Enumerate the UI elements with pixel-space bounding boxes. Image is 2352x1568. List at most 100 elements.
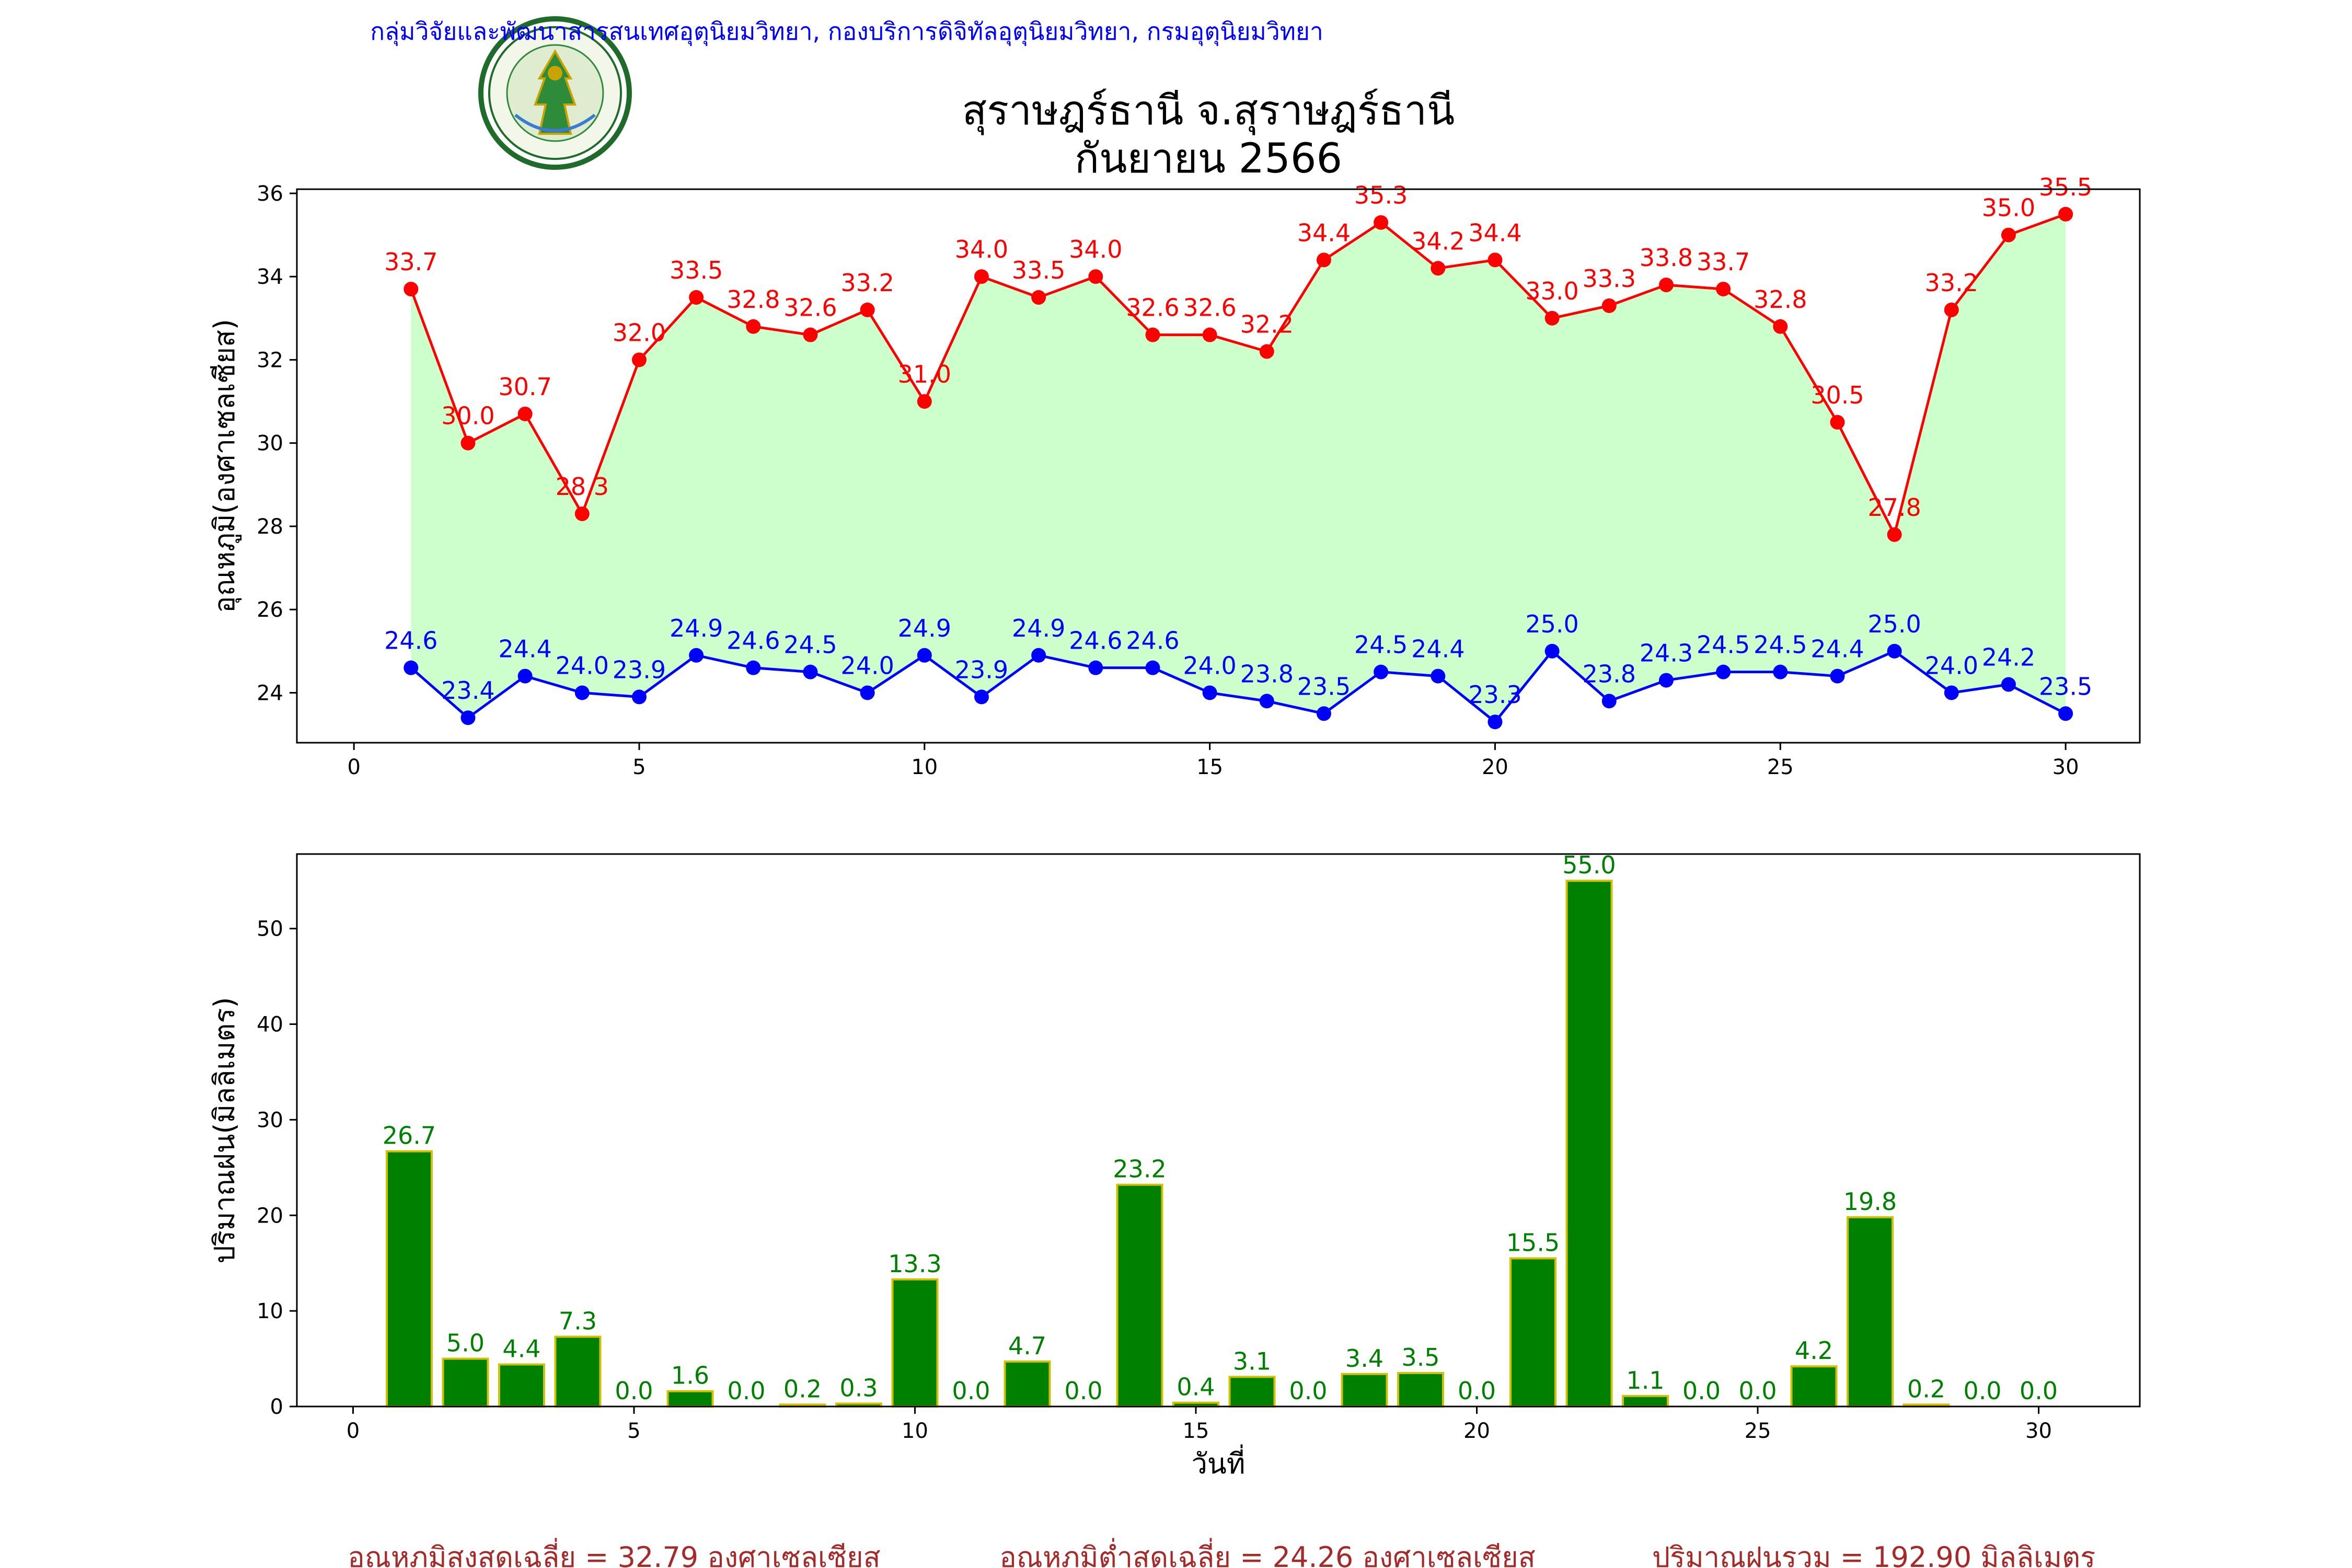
max-temperature-point [1259, 344, 1274, 359]
max-temperature-point [1944, 302, 1959, 317]
min-temperature-point [689, 648, 704, 663]
organization-header: กลุ่มวิจัยและพัฒนาสารสนเทศอุตุนิยมวิทยา,… [370, 17, 1323, 47]
min-temperature-point [746, 660, 761, 675]
min-temperature-label: 24.4 [1811, 635, 1864, 663]
min-temperature-point [803, 664, 818, 679]
rainfall-x-tick-label: 10 [902, 1419, 928, 1443]
min-temperature-label: 24.5 [783, 631, 837, 659]
rainfall-chart: 26.7 5.0 4.4 7.3 0.0 1.6 0.0 0.2 0.3 13.3 0.0 4.7 0.… [208, 851, 2141, 1480]
temperature-y-tick-label: 24 [257, 681, 283, 705]
rainfall-y-tick-label: 30 [257, 1108, 283, 1132]
rainfall-bar [1847, 1216, 1894, 1408]
min-temperature-label: 24.5 [1754, 631, 1807, 659]
max-temperature-point [689, 290, 704, 305]
max-temperature-label: 30.0 [441, 402, 494, 430]
min-temperature-label: 24.0 [1183, 651, 1236, 679]
min-temperature-label: 24.9 [670, 614, 723, 642]
min-temperature-point [974, 689, 989, 705]
rainfall-label: 0.0 [1458, 1377, 1496, 1405]
rainfall-label: 0.4 [1177, 1373, 1215, 1401]
max-temperature-label: 33.5 [670, 256, 723, 284]
max-temperature-point [1544, 310, 1560, 326]
rainfall-bar [1565, 880, 1613, 1408]
min-temperature-label: 24.2 [1982, 643, 2035, 672]
max-temperature-label: 33.8 [1640, 244, 1693, 272]
max-temperature-point [2001, 227, 2016, 243]
min-temperature-label: 23.9 [955, 655, 1008, 684]
rainfall-label: 0.0 [727, 1377, 765, 1405]
rainfall-y-tick-label: 50 [257, 917, 283, 941]
max-temperature-label: 33.2 [840, 269, 894, 297]
chart-title-line2: กันยายน 2566 [1075, 135, 1342, 182]
min-temperature-label: 23.9 [613, 655, 666, 684]
rainfall-label: 0.2 [1907, 1375, 1945, 1403]
min-temperature-label: 25.0 [1867, 610, 1921, 638]
rainfall-y-axis-label: ปริมาณฝน(มิลลิเมตร) [208, 997, 241, 1264]
min-temperature-point [2001, 677, 2016, 692]
rainfall-bar [1790, 1365, 1838, 1408]
max-temperature-label: 32.6 [1183, 294, 1236, 322]
rainfall-label: 7.3 [559, 1307, 597, 1335]
temperature-y-tick-label: 32 [257, 348, 283, 372]
min-temperature-point [917, 648, 932, 663]
min-temperature-label: 23.4 [441, 676, 494, 705]
max-temperature-point [1601, 298, 1617, 313]
max-temperature-label: 34.2 [1411, 227, 1465, 255]
temperature-y-axis-label: อุณหภูมิ(องศาเซลเซียส) [208, 319, 242, 613]
max-temperature-label: 33.5 [1012, 256, 1065, 284]
max-temperature-point [1773, 319, 1788, 334]
rainfall-y-tick-label: 20 [257, 1204, 283, 1228]
min-temperature-label: 25.0 [1525, 610, 1578, 638]
rainfall-x-tick-label: 20 [1463, 1419, 1490, 1443]
rainfall-bar [1004, 1361, 1051, 1408]
min-temperature-label: 23.8 [1240, 660, 1294, 688]
max-temperature-point [574, 506, 590, 522]
max-temperature-label: 32.0 [613, 318, 666, 347]
max-temperature-label: 32.8 [727, 285, 780, 314]
rainfall-label: 0.0 [1682, 1377, 1721, 1405]
rainfall-bar [554, 1335, 602, 1408]
max-temperature-point [1145, 327, 1160, 342]
temperature-y-tick-label: 30 [257, 432, 283, 456]
summary-avg-max: อุณหภูมิสูงสุดเฉลี่ย = 32.79 องศาเซลเซีย… [348, 1538, 880, 1568]
max-temperature-point [1887, 527, 1902, 542]
summary-avg-min: อุณหภูมิต่ำสุดเฉลี่ย = 24.26 องศาเซลเซีย… [999, 1538, 1535, 1568]
rainfall-label: 3.1 [1233, 1347, 1271, 1375]
chart-title-line1: สุราษฎร์ธานี จ.สุราษฎร์ธานี [962, 87, 1455, 135]
rainfall-bar [1509, 1257, 1557, 1408]
max-temperature-point [517, 406, 533, 421]
rainfall-label: 3.4 [1345, 1344, 1383, 1373]
max-temperature-point [1316, 252, 1331, 268]
max-temperature-point [1202, 327, 1217, 342]
rainfall-label: 19.8 [1843, 1187, 1897, 1216]
temperature-x-tick-label: 20 [1482, 755, 1508, 779]
min-temperature-line [410, 649, 2067, 724]
max-temperature-label: 33.2 [1925, 269, 1978, 297]
min-temperature-label: 24.9 [898, 614, 951, 642]
rainfall-x-tick-label: 5 [627, 1419, 640, 1443]
min-temperature-label: 24.5 [1354, 631, 1408, 659]
temperature-x-tick-label: 0 [347, 755, 360, 779]
rainfall-label: 0.2 [783, 1375, 822, 1403]
min-temperature-label: 23.5 [1297, 672, 1351, 700]
min-temperature-point [1716, 664, 1731, 679]
max-temperature-point [631, 352, 647, 367]
max-temperature-point [746, 319, 761, 334]
temperature-x-tick-label: 25 [1767, 755, 1794, 779]
max-temperature-label: 34.0 [1069, 235, 1122, 263]
max-temperature-label: 33.7 [384, 248, 437, 276]
min-temperature-point [1488, 714, 1503, 730]
rainfall-y-tick-label: 0 [270, 1395, 283, 1419]
min-temperature-label: 24.5 [1697, 631, 1750, 659]
rainfall-label: 13.3 [888, 1250, 941, 1278]
min-temperature-point [517, 668, 533, 684]
rainfall-bar [1341, 1373, 1388, 1408]
rainfall-bar [1397, 1371, 1444, 1408]
rainfall-plot-frame [296, 853, 2141, 1408]
min-temperature-label: 24.3 [1640, 639, 1693, 667]
max-temperature-label: 27.8 [1867, 493, 1921, 522]
max-temperature-label: 32.8 [1754, 285, 1807, 314]
min-temperature-point [631, 689, 647, 705]
rainfall-label: 1.6 [671, 1362, 709, 1390]
max-temperature-point [460, 435, 476, 451]
